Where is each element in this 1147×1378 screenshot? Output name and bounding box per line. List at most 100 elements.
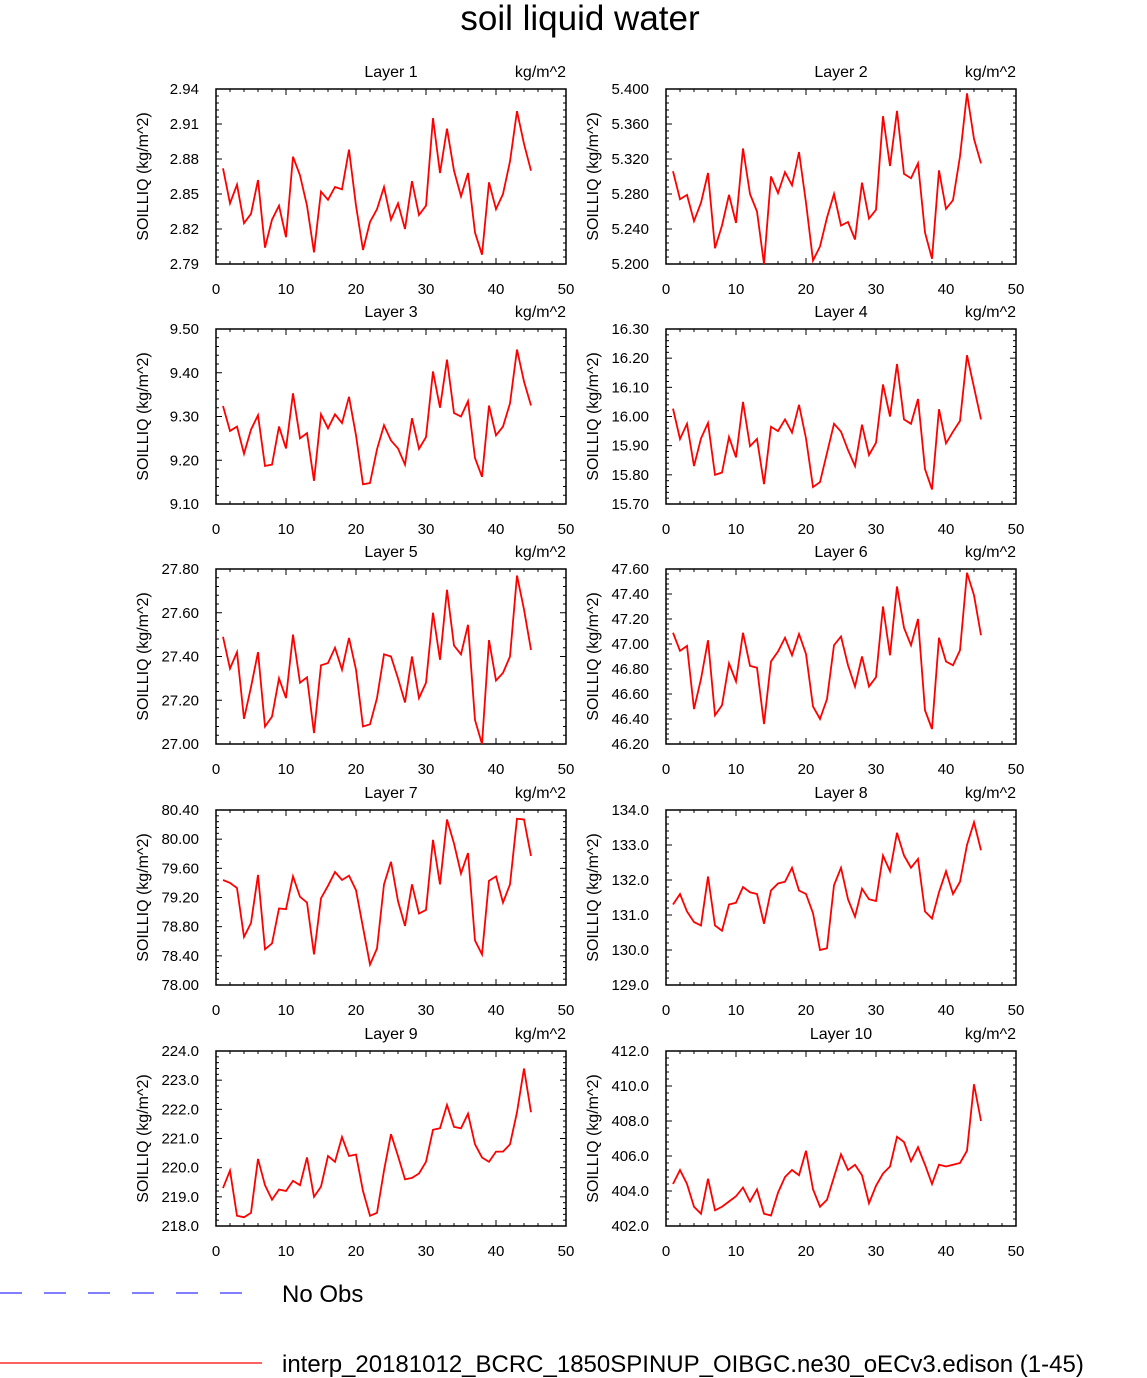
y-tick-label: 79.20	[161, 890, 199, 907]
series-line	[222, 1068, 532, 1219]
panel-4: 0 10 20 30 40 50 15.70 15.80 15.90 16.00 16.10 16.2…	[585, 304, 1024, 538]
x-tick-label: 20	[348, 1243, 365, 1260]
y-tick-label: 46.40	[611, 711, 649, 728]
series-line	[672, 1084, 982, 1217]
legend: No Obs interp_20181012_BCRC_1850SPINUP_O…	[0, 1281, 1084, 1378]
y-tick-label: 222.0	[161, 1101, 199, 1118]
y-tick-label: 5.360	[611, 116, 649, 133]
series-line	[222, 110, 532, 255]
x-tick-label: 50	[558, 521, 575, 538]
y-tick-label: 406.0	[611, 1148, 649, 1165]
panel-title: Layer 9	[364, 1026, 417, 1043]
x-tick-label: 20	[348, 761, 365, 778]
x-tick-label: 20	[348, 521, 365, 538]
x-tick-label: 50	[558, 281, 575, 298]
panel-title: Layer 5	[364, 544, 417, 561]
x-tick-label: 0	[212, 761, 220, 778]
y-tick-label: 80.40	[161, 802, 199, 819]
y-tick-label: 129.0	[611, 977, 649, 994]
x-tick-label: 20	[798, 521, 815, 538]
y-tick-label: 2.88	[170, 151, 199, 168]
panel-units: kg/m^2	[965, 785, 1016, 802]
panel-6: 0 10 20 30 40 50 46.20 46.40 46.60 46.80 47.00 47.2…	[585, 544, 1024, 778]
y-axis-label: SOILLIQ (kg/m^2)	[135, 112, 152, 240]
y-axis-label: SOILLIQ (kg/m^2)	[135, 352, 152, 480]
x-tick-label: 20	[348, 281, 365, 298]
y-tick-label: 131.0	[611, 907, 649, 924]
x-tick-label: 40	[938, 761, 955, 778]
x-tick-label: 10	[278, 761, 295, 778]
x-tick-label: 0	[212, 521, 220, 538]
x-tick-label: 40	[488, 1243, 505, 1260]
y-tick-label: 2.91	[170, 116, 199, 133]
x-tick-label: 0	[212, 281, 220, 298]
y-tick-label: 5.200	[611, 256, 649, 273]
y-tick-label: 130.0	[611, 942, 649, 959]
series-line	[222, 817, 532, 968]
x-tick-label: 30	[418, 1243, 435, 1260]
panel-3: 0 10 20 30 40 50 9.10 9.20 9.30 9.40 9.50 SOILLIQ (…	[135, 304, 574, 538]
legend-obs-label: No Obs	[282, 1281, 363, 1308]
y-tick-label: 5.320	[611, 151, 649, 168]
y-tick-label: 9.40	[170, 365, 199, 382]
panel-title: Layer 7	[364, 785, 417, 802]
y-tick-label: 218.0	[161, 1218, 199, 1235]
panel-10: 0 10 20 30 40 50 402.0 404.0 406.0 408.0 410.0 412.…	[585, 1026, 1024, 1260]
x-tick-label: 30	[868, 1002, 885, 1019]
x-tick-label: 30	[418, 761, 435, 778]
y-tick-label: 9.20	[170, 452, 199, 469]
panel-8: 0 10 20 30 40 50 129.0 130.0 131.0 132.0 133.0 134.…	[585, 785, 1024, 1019]
y-tick-label: 410.0	[611, 1078, 649, 1095]
x-tick-label: 30	[418, 521, 435, 538]
panel-units: kg/m^2	[515, 64, 566, 81]
panel-units: kg/m^2	[965, 544, 1016, 561]
panel-frame	[665, 328, 1017, 505]
y-tick-label: 5.400	[611, 81, 649, 98]
panel-title: Layer 6	[814, 544, 867, 561]
y-tick-label: 16.10	[611, 379, 649, 396]
x-tick-label: 40	[938, 521, 955, 538]
x-tick-label: 0	[212, 1002, 220, 1019]
x-tick-label: 0	[212, 1243, 220, 1260]
x-tick-label: 50	[1008, 521, 1025, 538]
series-line	[222, 575, 532, 745]
x-tick-label: 40	[938, 1002, 955, 1019]
x-tick-label: 0	[662, 281, 670, 298]
panel-frame	[665, 1050, 1017, 1227]
y-axis-label: SOILLIQ (kg/m^2)	[585, 1074, 602, 1202]
y-tick-label: 2.82	[170, 221, 199, 238]
x-tick-label: 30	[868, 281, 885, 298]
panel-title: Layer 1	[364, 64, 417, 81]
y-tick-label: 133.0	[611, 837, 649, 854]
panel-units: kg/m^2	[515, 304, 566, 321]
y-tick-label: 16.00	[611, 409, 649, 426]
y-tick-label: 27.00	[161, 736, 199, 753]
y-axis-label: SOILLIQ (kg/m^2)	[585, 592, 602, 720]
x-tick-label: 50	[1008, 1002, 1025, 1019]
x-tick-label: 20	[798, 1002, 815, 1019]
panel-units: kg/m^2	[515, 785, 566, 802]
y-axis-label: SOILLIQ (kg/m^2)	[135, 1074, 152, 1202]
y-tick-label: 27.60	[161, 605, 199, 622]
panel-frame	[215, 88, 567, 265]
panel-title: Layer 10	[810, 1026, 872, 1043]
series-line	[222, 349, 532, 486]
x-tick-label: 50	[1008, 281, 1025, 298]
y-tick-label: 9.50	[170, 321, 199, 338]
y-tick-label: 2.85	[170, 186, 199, 203]
y-tick-label: 9.10	[170, 496, 199, 513]
y-tick-label: 134.0	[611, 802, 649, 819]
x-tick-label: 40	[938, 281, 955, 298]
x-tick-label: 30	[868, 1243, 885, 1260]
y-tick-label: 79.60	[161, 860, 199, 877]
x-tick-label: 10	[728, 761, 745, 778]
y-tick-label: 15.80	[611, 467, 649, 484]
x-tick-label: 40	[488, 1002, 505, 1019]
y-tick-label: 223.0	[161, 1072, 199, 1089]
x-tick-label: 40	[938, 1243, 955, 1260]
x-tick-label: 0	[662, 761, 670, 778]
x-tick-label: 40	[488, 281, 505, 298]
panel-1: 0 10 20 30 40 50 2.79 2.82 2.85 2.88 2.91 2.94 SOILL…	[135, 64, 574, 298]
panel-units: kg/m^2	[515, 1026, 566, 1043]
x-tick-label: 10	[728, 521, 745, 538]
